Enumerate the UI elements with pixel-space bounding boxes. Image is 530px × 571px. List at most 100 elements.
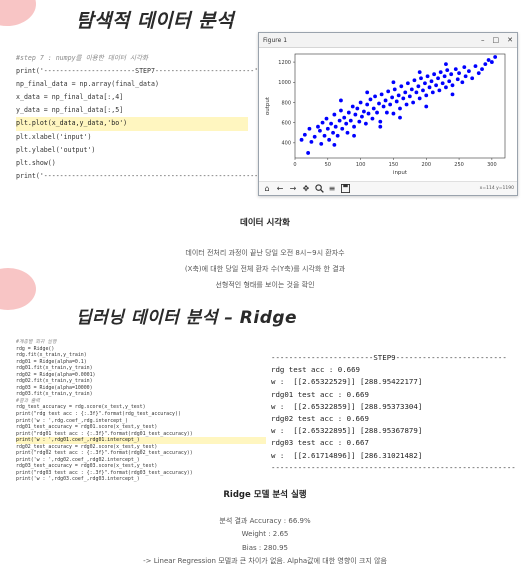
section-title-eda: 탐색적 데이터 분석 [76,10,235,32]
output-line: rdg02 test acc : 0.669 [271,414,369,424]
data-point [316,124,320,129]
data-point [419,76,423,81]
y-tick-label: 800 [281,100,291,106]
save-icon[interactable] [340,184,350,194]
figure-toolbar: ⌂ ← → ✥ ≡ x=114 y=1190 [259,181,517,195]
home-icon[interactable]: ⌂ [264,184,270,193]
data-point [332,142,337,147]
zoom-icon[interactable] [314,184,324,194]
caption-title-visualization: 데이터 시각화 [240,218,290,228]
data-point [467,69,471,74]
data-point [445,68,450,73]
data-point [455,77,460,82]
figure-window-titlebar[interactable]: Figure 1 – □ ✕ [259,33,517,48]
data-point [325,126,330,131]
data-point [377,101,381,106]
section-title-ridge: 딥러닝 데이터 분석 – Ridge [76,308,298,328]
code-line: rdg02 = Ridge(alpha=0.0001) [16,371,96,378]
data-point [462,65,467,70]
data-point [299,137,304,142]
data-point [378,119,383,124]
data-point [384,110,389,115]
data-point [409,87,414,92]
data-point [339,98,343,103]
output-line: w : [[2.65322859]] [288.95373304] [271,401,423,411]
data-point [394,99,399,104]
data-point [438,70,443,75]
code-line: rdg01.fit(x_train,y_train) [16,365,93,372]
back-icon[interactable]: ← [276,184,284,193]
figure-window[interactable]: Figure 1 – □ ✕ 0 50 100 150 200 250 300 400 600 8… [258,32,518,196]
ridge-result-bias: Bias : 280.95 [242,544,288,552]
code-line: print('w : ',rdg01.coef_,rdg01.intercept… [16,437,266,444]
code-line: plt.xlabel('input') [16,132,92,141]
data-point [379,92,384,97]
minimize-button[interactable]: – [481,36,485,44]
data-point [352,133,356,138]
data-point [373,94,377,99]
data-point [375,110,379,115]
y-tick-label: 600 [281,120,291,126]
data-point [432,72,437,77]
code-line: print('w : ',rdg.coef_,rdg.intercept_) [16,417,128,424]
code-line: #결과 출력 [16,397,40,404]
ridge-result-accuracy: 분석 결과 Accuracy : 66.9% [219,517,311,525]
code-line: print("rdg test acc : {:.3f}".format(rdg… [16,411,181,418]
data-point [322,133,327,138]
data-point [352,124,356,129]
output-line: w : [[2.65322895]] [288.95367879] [271,426,423,436]
code-line: rdg03 = Ridge(alpha=10000) [16,384,93,391]
data-point [302,132,307,137]
data-point [344,121,349,126]
forward-icon[interactable]: → [289,184,297,193]
plot-area [294,53,506,159]
data-point [430,90,435,95]
data-point [348,118,353,123]
data-point [486,58,491,62]
code-line: print('---------------------------------… [16,171,271,180]
data-point [324,116,329,121]
data-point [407,94,412,99]
data-point [463,74,468,79]
configure-icon[interactable]: ≡ [328,184,336,193]
data-point [423,81,427,86]
data-point [421,88,425,93]
data-point [383,98,388,103]
x-tick-label: 100 [356,162,366,168]
data-point [362,109,366,114]
code-line: plt.show() [16,158,56,167]
maximize-button[interactable]: □ [492,36,500,44]
data-point [450,92,455,97]
data-point [480,67,484,72]
data-point [444,62,448,66]
code-line: print("rdg01 test acc : {:.3f}".format(r… [16,430,193,437]
x-tick-label: 250 [454,162,464,168]
x-tick-label: 0 [293,162,296,168]
close-button[interactable]: ✕ [507,36,513,44]
data-point [399,84,404,89]
data-point [312,134,317,139]
data-point [417,96,422,101]
output-line: w : [[2.61714896]] [286.31021482] [271,450,423,460]
data-point [405,81,410,86]
data-point [442,74,447,79]
y-tick-label: 1200 [278,60,291,66]
y-axis-label: output [265,96,271,115]
data-point [339,108,343,113]
data-point [333,124,338,129]
data-point [470,76,475,81]
data-point [342,115,347,120]
data-point [403,90,408,95]
data-point [391,111,396,116]
data-point [332,112,337,117]
data-point [365,102,370,107]
data-point [424,104,429,109]
code-line: rdg_test_accuracy = rdg.score(x_test,y_t… [16,404,146,411]
data-point [390,95,395,100]
data-point [457,71,461,76]
x-tick-label: 300 [487,162,497,168]
code-line: #step 7 : numpy를 이용한 데이터 시각화 [16,54,149,62]
pan-icon[interactable]: ✥ [302,184,310,193]
x-tick-label: 50 [325,162,331,168]
data-point [473,64,478,69]
